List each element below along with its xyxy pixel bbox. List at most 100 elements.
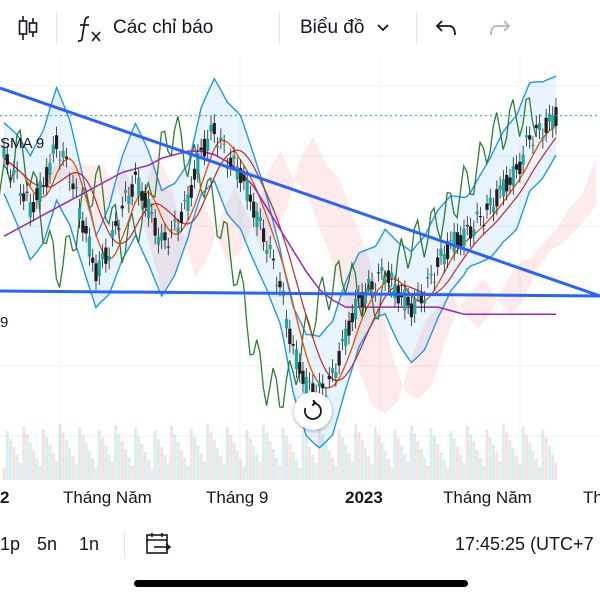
volume-bar <box>84 443 88 480</box>
candle-body <box>209 124 213 132</box>
volume-bar <box>94 467 98 480</box>
x-tick-label: Tháng 9 <box>206 488 269 507</box>
x-tick-label: Th <box>583 488 600 507</box>
price-chart[interactable]: SMA 9 9 <box>0 56 600 480</box>
x-tick-label: Tháng Năm <box>443 488 532 507</box>
volume-bar <box>25 434 29 480</box>
volume-bar <box>442 460 446 480</box>
candle-body <box>120 205 124 209</box>
support-trendline <box>0 289 600 298</box>
volume-bar <box>285 436 289 480</box>
candle-body <box>528 135 532 140</box>
candle-body <box>298 362 302 374</box>
volume-bar <box>314 463 318 480</box>
candle-body <box>156 236 161 245</box>
candle-body <box>403 289 407 311</box>
volume-bar <box>327 450 331 480</box>
volume-bar <box>459 455 463 480</box>
chart-type-button[interactable]: Biểu đồ <box>280 0 416 56</box>
candle-body <box>432 281 437 283</box>
volume-bar <box>409 425 413 480</box>
volume-bar <box>393 430 397 480</box>
volume-bar <box>64 440 68 480</box>
candle-body <box>468 226 473 239</box>
candle-body <box>245 179 249 201</box>
date-range-button[interactable] <box>145 532 172 561</box>
volume-bar <box>45 437 49 480</box>
candle-body <box>150 211 154 215</box>
volume-bar <box>554 462 558 480</box>
volume-bar <box>511 448 515 480</box>
candle-body <box>212 123 216 135</box>
candle-body <box>107 256 111 261</box>
candle-body <box>71 183 75 190</box>
candle-body <box>307 381 312 383</box>
volume-bar <box>423 457 427 480</box>
candle-body <box>166 246 170 248</box>
volume-bar <box>173 434 177 480</box>
undo-icon <box>435 20 456 36</box>
candle-body <box>160 232 164 241</box>
long-ma-line <box>3 150 556 315</box>
volume-bar <box>340 437 344 480</box>
time-axis[interactable]: 2 Tháng Năm Tháng 9 2023 Tháng Năm Th <box>0 480 600 516</box>
bollinger-lower-line <box>3 154 557 449</box>
candle-body <box>537 123 542 131</box>
candle-body <box>196 153 200 174</box>
volume-bar <box>505 432 509 480</box>
candle-body <box>15 170 19 172</box>
range-1p-button[interactable]: 1p <box>0 534 21 554</box>
volume-bar <box>58 424 62 480</box>
candle-body <box>488 197 492 206</box>
volume-bar <box>91 459 95 480</box>
volume-bar <box>179 450 183 480</box>
candle-body <box>41 185 46 187</box>
candle-body <box>350 313 354 323</box>
volume-bar <box>429 428 433 480</box>
volume-bar <box>32 450 36 480</box>
timezone-clock[interactable]: 17:45:25 (UTC+7 <box>455 534 594 554</box>
volume-bar <box>41 429 45 480</box>
candle-body <box>192 168 197 180</box>
candle-body <box>219 137 223 141</box>
chart-pane[interactable]: SMA 9 9 <box>0 56 600 480</box>
indicators-button[interactable]: Các chỉ báo <box>57 0 279 56</box>
candle-body <box>8 178 13 180</box>
candle-body <box>229 157 233 167</box>
volume-bar <box>127 457 131 480</box>
volume-bar <box>265 433 269 480</box>
volume-bar <box>81 435 85 480</box>
candles-button[interactable] <box>0 0 56 56</box>
volume-bar <box>239 459 243 480</box>
candle-body <box>94 263 98 282</box>
volume-bar <box>449 431 453 480</box>
volume-bar <box>524 435 528 480</box>
candle-body <box>28 202 32 218</box>
candle-body <box>12 170 16 174</box>
volume-bar <box>370 464 374 480</box>
volume-bar <box>281 428 285 480</box>
volume-bar <box>541 430 545 480</box>
volume-bar <box>163 455 167 480</box>
toolbar-divider <box>56 13 57 43</box>
candle-body <box>87 236 92 257</box>
candle-body <box>491 206 496 213</box>
volume-bar <box>35 458 39 480</box>
undo-button[interactable] <box>417 0 475 56</box>
volume-bar <box>515 456 519 480</box>
volume-bar <box>331 458 335 480</box>
range-1n-button[interactable]: 1n <box>79 534 100 554</box>
candle-body <box>25 191 29 193</box>
volume-bar <box>258 462 262 480</box>
candle-body <box>294 349 299 370</box>
candle-body <box>179 211 184 224</box>
candle-body <box>117 228 121 230</box>
candle-body <box>554 107 558 126</box>
volume-bar <box>367 456 371 480</box>
candle-body <box>2 147 6 159</box>
reload-button[interactable] <box>294 392 332 430</box>
candle-body <box>544 117 548 133</box>
candle-body <box>426 277 430 279</box>
range-5n-button[interactable]: 5n <box>37 534 58 554</box>
redo-button[interactable] <box>475 0 525 56</box>
